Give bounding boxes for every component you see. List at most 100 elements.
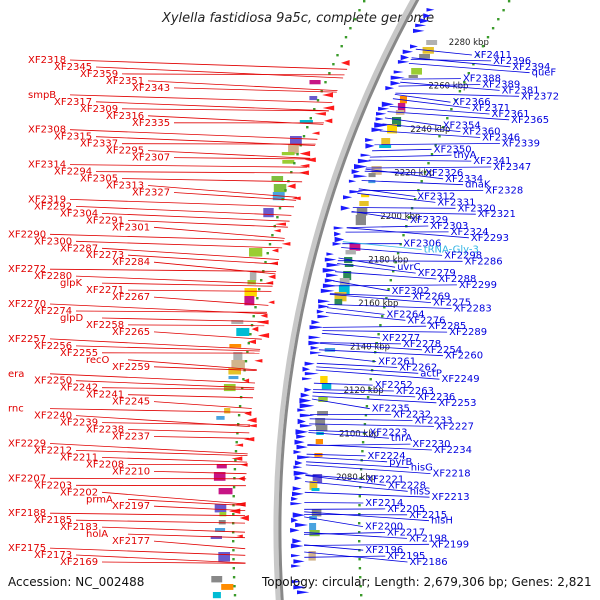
forward-gene-arrow bbox=[357, 158, 372, 164]
cog-block bbox=[344, 257, 353, 264]
leader-line bbox=[410, 59, 492, 62]
leader-line bbox=[173, 192, 297, 201]
right-gene-label: XF2303 bbox=[430, 221, 468, 232]
forward-gene-arrow bbox=[333, 226, 344, 230]
left-gene-label: XF2258 bbox=[86, 320, 124, 331]
left-gene-label: XF2239 bbox=[60, 418, 98, 429]
leader-line bbox=[312, 391, 416, 398]
leader-line bbox=[49, 512, 246, 517]
right-gene-label: XF2223 bbox=[369, 427, 407, 438]
cog-block bbox=[315, 418, 326, 427]
tick-dot bbox=[340, 45, 343, 48]
forward-gene-arrow bbox=[290, 543, 304, 549]
tick-dot bbox=[233, 468, 237, 471]
right-gene-label: XF2215 bbox=[409, 510, 447, 521]
forward-gene-arrow bbox=[299, 413, 315, 418]
forward-gene-arrow bbox=[290, 502, 303, 506]
tick-dot bbox=[232, 576, 236, 579]
right-gene-label: pyrB bbox=[389, 457, 412, 468]
inner-cog-block bbox=[249, 248, 263, 257]
tick-dot bbox=[246, 351, 249, 354]
cog-block bbox=[308, 551, 316, 561]
right-gene-label: XF2198 bbox=[409, 533, 447, 544]
inner-cog-block bbox=[244, 296, 255, 306]
forward-gene-arrow bbox=[423, 13, 431, 19]
left-gene-label: glpD bbox=[60, 313, 83, 324]
left-gene-label: XF2183 bbox=[60, 522, 98, 533]
left-gene-label: XF2242 bbox=[60, 383, 98, 394]
tick-dot bbox=[290, 171, 293, 174]
forward-gene-arrow bbox=[375, 117, 384, 121]
leader-line bbox=[304, 502, 364, 504]
inner-cog-block bbox=[271, 176, 284, 182]
leader-line bbox=[387, 111, 510, 121]
forward-gene-arrow bbox=[376, 112, 387, 116]
leader-line bbox=[101, 561, 246, 564]
inner-cog-block bbox=[219, 512, 227, 517]
leader-line bbox=[368, 159, 472, 162]
tick-dot bbox=[358, 495, 361, 498]
reverse-gene-arrow bbox=[273, 229, 281, 233]
right-gene-label: XF2205 bbox=[387, 504, 425, 515]
kbp-tick-label: 2280 kbp bbox=[449, 38, 489, 48]
leader-line bbox=[309, 418, 413, 421]
right-gene-label: XF2326 bbox=[425, 168, 463, 179]
left-gene-label: XF2265 bbox=[112, 327, 150, 338]
leader-line bbox=[306, 456, 388, 463]
inner-cog-block bbox=[249, 272, 257, 281]
leader-line bbox=[101, 526, 246, 533]
right-gene-label: XF2334 bbox=[445, 174, 483, 185]
leader-line bbox=[401, 78, 461, 80]
right-gene-label: XF2275 bbox=[433, 298, 471, 309]
leader-line bbox=[153, 471, 247, 475]
leader-line bbox=[305, 475, 386, 486]
tick-dot bbox=[250, 324, 254, 327]
leader-line bbox=[329, 293, 411, 298]
inner-cog-block bbox=[218, 520, 226, 525]
leader-line bbox=[351, 211, 409, 221]
forward-gene-arrow bbox=[371, 127, 384, 132]
tick-dot bbox=[476, 54, 480, 57]
leader-line bbox=[313, 382, 373, 386]
kbp-tick-label: 2120 kbp bbox=[344, 386, 384, 396]
right-gene-label: XF2252 bbox=[375, 380, 413, 391]
leader-line bbox=[127, 220, 288, 228]
tick-dot bbox=[458, 90, 462, 93]
label-leader-lines bbox=[49, 48, 530, 564]
leader-line bbox=[49, 268, 277, 272]
forward-gene-arrow bbox=[410, 44, 418, 49]
leader-line bbox=[369, 154, 452, 158]
right-gene-label: XF2227 bbox=[436, 421, 474, 432]
right-gene-label: XF2286 bbox=[465, 256, 503, 267]
left-gene-label: prmA bbox=[86, 494, 113, 505]
leader-line bbox=[153, 331, 262, 340]
left-gene-label: XF2188 bbox=[8, 508, 46, 519]
right-gene-label: XF2288 bbox=[438, 274, 476, 285]
tick-dot bbox=[273, 225, 276, 228]
reverse-gene-arrow bbox=[324, 118, 333, 124]
cog-block bbox=[408, 75, 418, 78]
leader-line bbox=[357, 192, 436, 203]
leader-line bbox=[394, 94, 451, 103]
tick-dot bbox=[336, 54, 339, 57]
tick-dot bbox=[394, 261, 397, 264]
left-gene-label: XF2307 bbox=[132, 153, 170, 164]
leader-line bbox=[49, 373, 256, 384]
tick-dot bbox=[430, 153, 434, 156]
leader-line bbox=[127, 498, 246, 506]
reverse-gene-arrow bbox=[239, 515, 249, 521]
inner-cog-block bbox=[247, 280, 256, 285]
kbp-tick-label: 2240 kbp bbox=[410, 125, 450, 135]
reverse-gene-arrow bbox=[287, 183, 296, 189]
forward-gene-arrow bbox=[324, 278, 336, 283]
forward-gene-arrow bbox=[317, 314, 330, 319]
cog-block bbox=[309, 481, 318, 490]
left-gene-label: XF2208 bbox=[86, 459, 124, 470]
left-gene-label: XF2212 bbox=[34, 445, 72, 456]
leader-line bbox=[321, 332, 381, 339]
inner-cog-block bbox=[216, 464, 227, 469]
leader-line bbox=[127, 359, 257, 371]
inner-cog-block bbox=[228, 368, 241, 375]
left-gene-label: XF2210 bbox=[112, 466, 150, 477]
forward-gene-arrow bbox=[353, 174, 368, 178]
